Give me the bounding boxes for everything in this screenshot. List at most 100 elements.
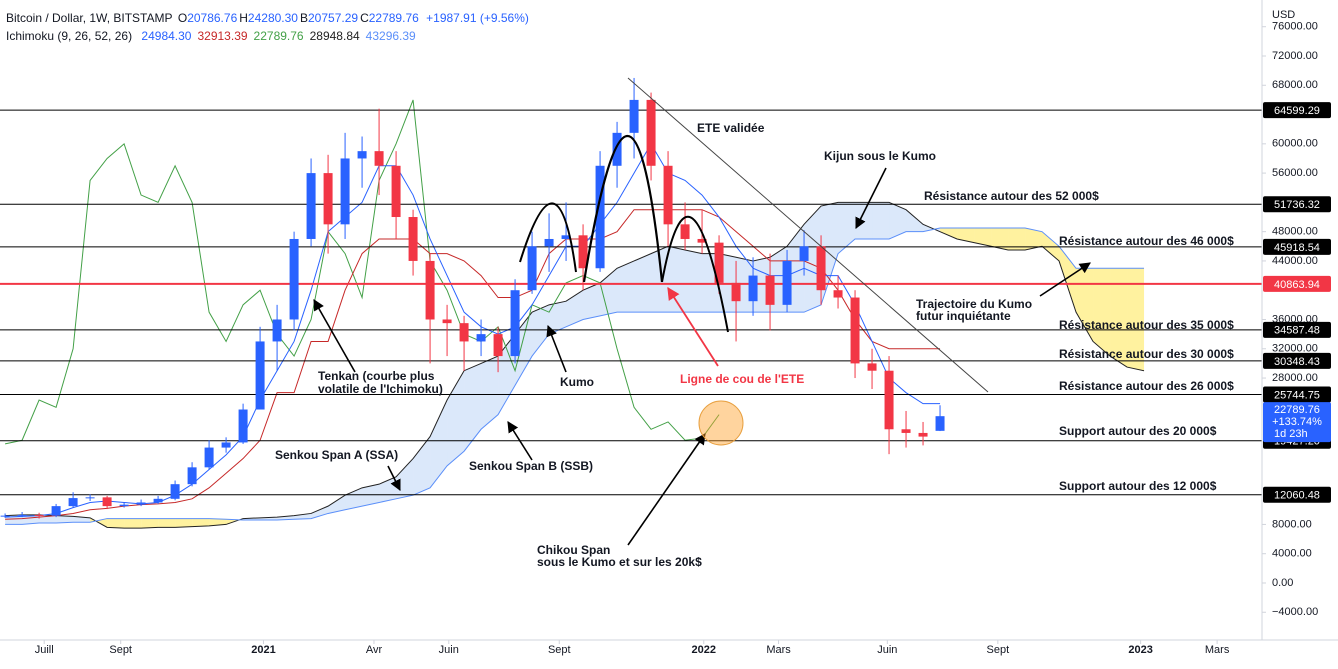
annotation: Résistance autour des 26 000$ — [1059, 379, 1234, 393]
candle-body — [850, 297, 860, 364]
ohlc-key: C — [360, 11, 369, 25]
annotation: Tenkan (courbe plus — [318, 369, 435, 383]
arrow — [1039, 262, 1091, 297]
time-axis-bg — [0, 640, 1338, 669]
kumo-cloud — [838, 202, 856, 254]
kumo-cloud — [906, 209, 924, 232]
kumo-cloud — [277, 515, 295, 521]
annotation: Senkou Span A (SSA) — [275, 448, 398, 462]
y-tick-label: 44000.00 — [1272, 255, 1318, 267]
level-label-bg — [1263, 102, 1331, 119]
candle-body — [306, 173, 316, 239]
kumo-cloud — [600, 268, 618, 316]
level-label: 12060.48 — [1274, 490, 1320, 502]
arrow — [855, 167, 887, 230]
kumo-cloud — [617, 260, 635, 313]
annotation: sous le Kumo et sur les 20k$ — [537, 555, 702, 569]
ohlc-value: 20757.29 — [308, 11, 359, 25]
annotation: Kumo — [560, 375, 594, 389]
level-label: 64599.29 — [1274, 105, 1320, 117]
arrow — [387, 465, 401, 492]
x-tick-label: Sept — [548, 644, 571, 656]
kumo-cloud — [345, 487, 363, 510]
change: +1987.91 (+9.56%) — [426, 11, 529, 25]
kumo-cloud — [430, 400, 448, 488]
kumo-cloud — [209, 518, 227, 526]
kumo-cloud — [311, 506, 329, 519]
y-tick-label: 72000.00 — [1272, 50, 1318, 62]
indicator-value: 28948.84 — [309, 29, 360, 43]
candle-body — [629, 99, 639, 133]
candle-body — [476, 334, 486, 342]
span-b-line — [5, 227, 1145, 525]
kumo-cloud — [651, 246, 669, 313]
kumo-cloud — [1042, 231, 1060, 261]
kumo-cloud — [974, 227, 992, 247]
candle-body — [119, 504, 129, 507]
symbol: Bitcoin / Dollar, 1W, BITSTAMP — [6, 11, 173, 25]
price-box — [1263, 402, 1331, 443]
candle-body — [544, 238, 554, 247]
indicator-value: 24984.30 — [141, 29, 192, 43]
left-shoulder — [519, 202, 577, 273]
candle-body — [867, 363, 877, 371]
candle-body — [51, 506, 61, 516]
x-tick-label: Juill — [35, 644, 54, 656]
right-shoulder — [661, 215, 729, 333]
kumo-cloud — [1127, 268, 1145, 371]
arrow — [313, 299, 356, 373]
kumo-cloud — [1076, 268, 1094, 342]
kumo-cloud — [957, 227, 975, 243]
y-tick-label: 48000.00 — [1272, 226, 1318, 238]
kumo-cloud — [583, 282, 601, 320]
level-label-bg — [1263, 196, 1331, 213]
annotation: Résistance autour des 52 000$ — [924, 189, 1099, 203]
candle-body — [255, 341, 265, 410]
price-box-countdown: 1d 23h — [1274, 428, 1308, 440]
annotation: Support autour des 20 000$ — [1059, 424, 1217, 438]
candle-body — [782, 260, 792, 305]
candle-body — [680, 224, 690, 239]
x-tick-label: 2021 — [251, 644, 275, 656]
candle-body — [765, 275, 775, 305]
kumo-cloud — [549, 301, 567, 335]
level-label: 51736.32 — [1274, 199, 1320, 211]
indicator-value: 22789.76 — [253, 29, 304, 43]
kumo-cloud — [940, 227, 958, 239]
candle-body — [884, 370, 894, 430]
kumo-cloud — [1093, 268, 1111, 357]
level-label-bg — [1263, 321, 1331, 338]
arrow — [627, 433, 706, 546]
candle-body — [374, 151, 384, 166]
kumo-cloud — [396, 458, 414, 499]
candle-body — [0, 515, 10, 517]
annotation: Support autour des 12 000$ — [1059, 479, 1217, 493]
price-box-value: 22789.76 — [1274, 404, 1320, 416]
candle-body — [391, 165, 401, 218]
annotation: futur inquiétante — [916, 309, 1011, 323]
candle-body — [357, 151, 367, 159]
x-tick-label: Avr — [366, 644, 383, 656]
kumo-cloud — [481, 356, 499, 430]
annotation: Résistance autour des 46 000$ — [1059, 234, 1234, 248]
indicator-value: 43296.39 — [365, 29, 416, 43]
candle-body — [578, 235, 588, 269]
currency: USD — [1272, 9, 1295, 21]
y-tick-label: −4000.00 — [1272, 606, 1318, 618]
candle-body — [459, 323, 469, 342]
candle-body — [663, 165, 673, 225]
candle-body — [595, 165, 605, 269]
candle-body — [17, 514, 27, 516]
x-tick-label: Sept — [987, 644, 1010, 656]
trend-line — [627, 77, 989, 393]
candle-body — [323, 173, 333, 225]
kumo-cloud — [1059, 246, 1077, 313]
candle-body — [221, 442, 231, 448]
candle-body — [102, 497, 112, 507]
candle-body — [34, 514, 44, 516]
kumo-cloud — [1008, 227, 1026, 250]
annotation: volatile de l'Ichimoku) — [318, 382, 443, 396]
level-label-bg — [1263, 486, 1331, 503]
indicator-value: 32913.39 — [197, 29, 248, 43]
level-label: 25744.75 — [1274, 389, 1320, 401]
